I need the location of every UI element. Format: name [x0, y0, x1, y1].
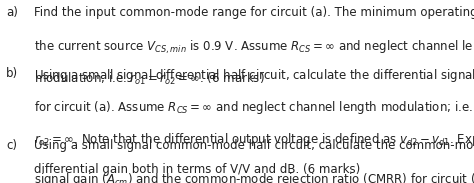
Text: $r_{o2} = \infty$. Note that the differential output voltage is defined as $v_{d: $r_{o2} = \infty$. Note that the differe…: [34, 131, 474, 148]
Text: signal gain ($A_{cm}$) and the common-mode rejection ratio (CMRR) for circuit (a: signal gain ($A_{cm}$) and the common-mo…: [34, 171, 474, 183]
Text: b): b): [6, 67, 18, 80]
Text: Using a small signal common-mode half circuit, calculate the common-mode small: Using a small signal common-mode half ci…: [34, 139, 474, 152]
Text: Using a small signal differential half circuit, calculate the differential signa: Using a small signal differential half c…: [34, 67, 474, 84]
Text: the current source $V_{CS,min}$ is 0.9 V. Assume $R_{CS} = \infty$ and neglect c: the current source $V_{CS,min}$ is 0.9 V…: [34, 38, 474, 56]
Text: for circuit (a). Assume $R_{CS} = \infty$ and neglect channel length modulation;: for circuit (a). Assume $R_{CS} = \infty…: [34, 99, 474, 116]
Text: a): a): [6, 6, 18, 19]
Text: modulation; i.e. $r_{o1} = r_{o2} = \infty$. (6 marks): modulation; i.e. $r_{o1} = r_{o2} = \inf…: [34, 70, 265, 87]
Text: c): c): [6, 139, 17, 152]
Text: Find the input common-mode range for circuit (a). The minimum operating voltage : Find the input common-mode range for cir…: [34, 6, 474, 19]
Text: differential gain both in terms of V/V and dB. (6 marks): differential gain both in terms of V/V a…: [34, 163, 360, 176]
